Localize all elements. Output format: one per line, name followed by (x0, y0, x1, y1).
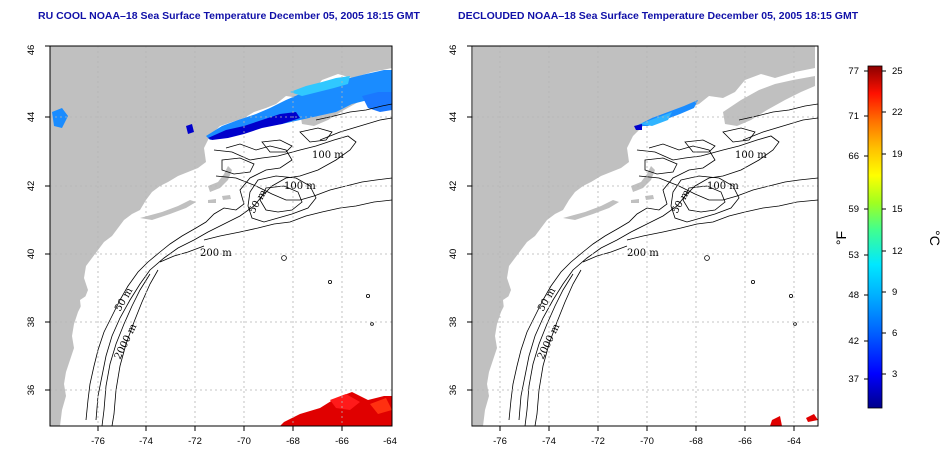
y-tick-label: 38 (26, 317, 37, 328)
map-panel-right: 100 m 100 m 50 m 200 m 50 m 2000 m -76 -… (448, 45, 819, 447)
graticule (472, 46, 818, 426)
fahrenheit-tick-label: 37 (848, 374, 859, 385)
x-tick-label: -74 (139, 436, 153, 447)
y-tick-label: 46 (26, 45, 37, 56)
y-tick-label: 40 (448, 249, 459, 260)
celsius-tick-label: 25 (892, 66, 903, 77)
colorbar: 77 71 66 59 53 48 42 37 25 22 19 15 12 9… (833, 65, 943, 409)
bathymetry-contours (508, 103, 818, 426)
fahrenheit-tick-label: 66 (848, 151, 859, 162)
contour-label: 100 m (735, 150, 767, 161)
sst-cold-patch (634, 100, 698, 130)
contour-label: 100 m (284, 181, 316, 192)
sst-cold-patch (52, 70, 392, 140)
contour-label: 200 m (627, 248, 659, 259)
graticule (50, 46, 392, 426)
x-tick-label: -66 (738, 436, 752, 447)
fahrenheit-tick-label: 59 (848, 204, 859, 215)
y-tick-label: 44 (26, 112, 37, 123)
x-tick-label: -72 (591, 436, 605, 447)
fahrenheit-tick-label: 48 (848, 290, 859, 301)
celsius-tick-label: 6 (892, 328, 897, 339)
contour-label: 100 m (312, 150, 344, 161)
x-tick-label: -66 (335, 436, 349, 447)
bathymetry-contours (85, 103, 392, 426)
x-tick-label: -76 (91, 436, 105, 447)
sst-warm-patch (280, 392, 392, 426)
y-tick-label: 40 (26, 249, 37, 260)
x-tick-label: -72 (188, 436, 202, 447)
fahrenheit-tick-label: 71 (848, 111, 859, 122)
x-tick-label: -68 (689, 436, 703, 447)
x-tick-label: -74 (542, 436, 556, 447)
y-tick-label: 36 (448, 385, 459, 396)
y-tick-label: 36 (26, 385, 37, 396)
contour-label: 100 m (707, 181, 739, 192)
x-tick-label: -70 (640, 436, 654, 447)
x-tick-label: -64 (383, 436, 397, 447)
fahrenheit-tick-label: 77 (848, 66, 859, 77)
y-tick-label: 46 (448, 45, 459, 56)
celsius-tick-label: 3 (892, 369, 897, 380)
y-tick-label: 42 (448, 181, 459, 192)
map-panel-left: 100 m 100 m 50 m 200 m 50 m 2000 m -76 -… (26, 45, 397, 447)
fahrenheit-tick-label: 42 (848, 336, 859, 347)
celsius-tick-label: 15 (892, 204, 903, 215)
fahrenheit-tick-label: 53 (848, 250, 859, 261)
axis-ticks-left (45, 45, 343, 431)
contour-label: 200 m (200, 248, 232, 259)
celsius-tick-label: 9 (892, 287, 897, 298)
celsius-tick-label: 19 (892, 149, 903, 160)
map-title-right: DECLOUDED NOAA–18 Sea Surface Temperatur… (458, 10, 859, 22)
celsius-unit-label: °C (927, 230, 943, 246)
y-tick-label: 42 (26, 181, 37, 192)
y-tick-label: 38 (448, 317, 459, 328)
sst-warm-patch (770, 414, 818, 426)
x-tick-label: -68 (286, 436, 300, 447)
x-tick-label: -70 (237, 436, 251, 447)
fahrenheit-unit-label: °F (833, 231, 849, 245)
celsius-tick-label: 22 (892, 107, 903, 118)
axis-ticks-right (467, 45, 795, 431)
y-tick-label: 44 (448, 112, 459, 123)
x-tick-label: -64 (787, 436, 801, 447)
celsius-tick-label: 12 (892, 246, 903, 257)
x-tick-label: -76 (493, 436, 507, 447)
map-title-left: RU COOL NOAA–18 Sea Surface Temperature … (38, 10, 420, 22)
